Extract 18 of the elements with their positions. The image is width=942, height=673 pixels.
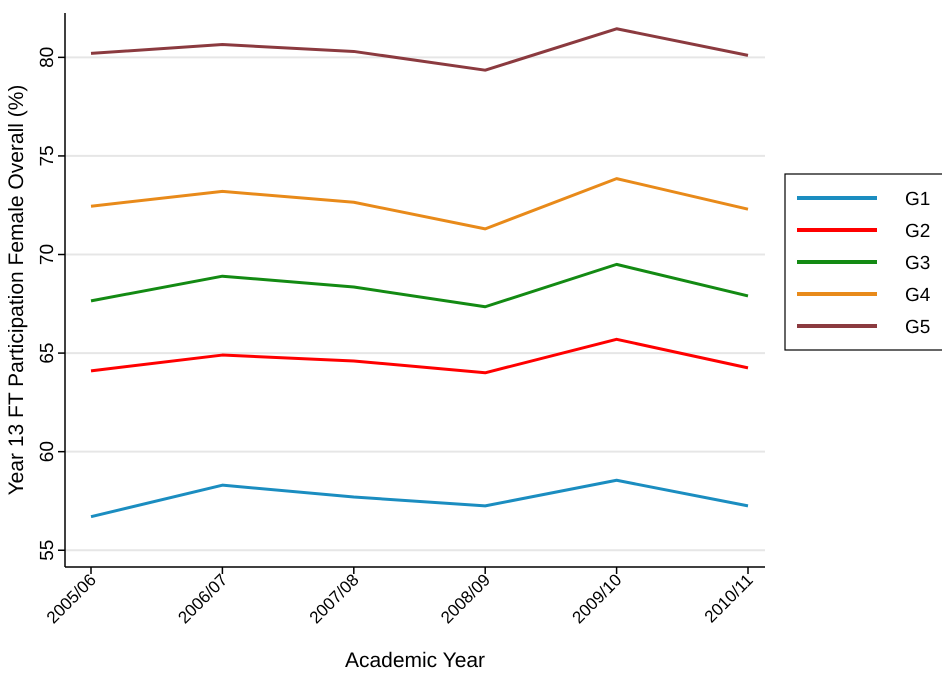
line-series xyxy=(90,478,750,518)
line-series xyxy=(90,177,750,230)
y-axis-title: Year 13 FT Participation Female Overall (%) xyxy=(5,84,28,496)
y-tick-label: 60 xyxy=(37,441,58,462)
legend-label: G2 xyxy=(905,221,930,242)
y-tick-label: 75 xyxy=(37,145,58,167)
legend-label: G5 xyxy=(905,317,930,338)
y-tick-label: 65 xyxy=(37,342,58,364)
legend-label: G4 xyxy=(905,285,931,306)
y-tick-label: 80 xyxy=(37,46,58,68)
x-axis-title: Academic Year xyxy=(344,649,486,672)
line-series xyxy=(90,338,750,374)
y-tick-label: 55 xyxy=(37,540,58,561)
legend-label: G1 xyxy=(905,189,930,210)
y-tick-label: 70 xyxy=(37,244,58,266)
line-series xyxy=(90,262,750,308)
legend-label: G3 xyxy=(905,253,930,274)
line-series xyxy=(90,27,750,72)
